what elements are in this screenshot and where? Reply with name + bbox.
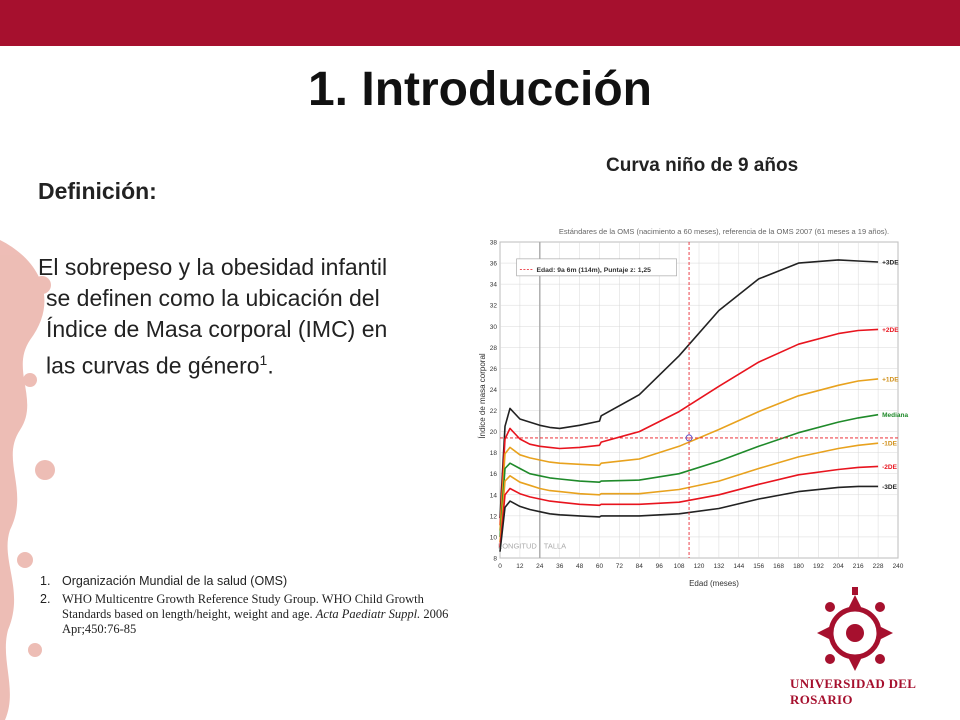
y-axis-label: Índice de masa corporal xyxy=(478,353,487,439)
marker-point xyxy=(685,434,693,442)
x-tick-label: 228 xyxy=(873,563,884,570)
x-tick-label: 108 xyxy=(674,563,685,570)
logo-text: UNIVERSIDAD DEL ROSARIO xyxy=(790,676,916,707)
x-axis-label: Edad (meses) xyxy=(689,579,739,588)
y-tick-label: 30 xyxy=(490,324,498,331)
x-tick-label: 180 xyxy=(793,563,804,570)
body-line-2: se definen como la ubicación del xyxy=(46,285,380,311)
series-label: +2DE xyxy=(882,327,899,334)
x-tick-label: 48 xyxy=(576,563,584,570)
reference-text: Organización Mundial de la salud (OMS) xyxy=(62,574,288,588)
y-tick-label: 12 xyxy=(490,513,498,520)
university-seal-logo xyxy=(817,587,893,671)
reference-text: WHO Multicentre Growth Reference Study G… xyxy=(62,592,424,621)
x-tick-label: 144 xyxy=(733,563,744,570)
definition-text: El sobrepeso y la obesidad infantil se d… xyxy=(38,252,462,382)
y-tick-label: 26 xyxy=(490,366,498,373)
reference-1: 1. Organización Mundial de la salud (OMS… xyxy=(40,574,450,588)
series-label: +3DE xyxy=(882,260,899,267)
series-line-3DE xyxy=(499,485,879,552)
x-tick-label: 216 xyxy=(853,563,864,570)
reference-2: 2. WHO Multicentre Growth Reference Stud… xyxy=(40,592,450,637)
series-line-1DE xyxy=(499,378,879,531)
series-line-3DE xyxy=(499,259,879,519)
series-line-1DE xyxy=(499,442,879,543)
y-tick-label: 36 xyxy=(490,261,498,268)
y-tick-label: 38 xyxy=(490,240,498,247)
series-line-Mediana xyxy=(499,413,879,537)
chart-title: Estándares de la OMS (nacimiento a 60 me… xyxy=(559,227,889,236)
bmi-chart-svg: Estándares de la OMS (nacimiento a 60 me… xyxy=(478,227,908,588)
x-tick-label: 72 xyxy=(616,563,624,570)
series-line-2DE xyxy=(499,328,879,526)
y-tick-label: 10 xyxy=(490,534,498,541)
x-tick-label: 192 xyxy=(813,563,824,570)
y-tick-label: 32 xyxy=(490,303,498,310)
series-label: -3DE xyxy=(882,484,897,491)
references: 1. Organización Mundial de la salud (OMS… xyxy=(40,574,450,641)
x-tick-label: 240 xyxy=(893,563,904,570)
x-tick-label: 0 xyxy=(498,563,502,570)
reference-tail: 2006 Apr;450:76-85 xyxy=(62,607,449,636)
chart-caption: Curva niño de 9 años xyxy=(606,155,799,176)
annotation-box xyxy=(516,258,677,277)
definition-label: Definición: xyxy=(38,178,157,204)
region-label-longitud: LONGITUD xyxy=(498,542,537,551)
y-tick-label: 20 xyxy=(490,429,498,436)
header-bar xyxy=(0,0,960,46)
annotation-text: Edad: 9a 6m (114m), Puntaje z: 1,25 xyxy=(536,267,651,274)
x-tick-label: 204 xyxy=(833,563,844,570)
y-tick-label: 22 xyxy=(490,408,498,415)
x-tick-label: 24 xyxy=(536,563,544,570)
body-line-1: El sobrepeso y la obesidad infantil xyxy=(38,254,388,280)
reference-number: 1. xyxy=(40,574,51,588)
y-tick-label: 34 xyxy=(490,282,498,289)
y-tick-label: 24 xyxy=(490,387,498,394)
body-line-4: las curvas de género xyxy=(46,352,260,379)
series-label: Mediana xyxy=(882,412,908,419)
x-tick-label: 96 xyxy=(656,563,664,570)
x-tick-label: 36 xyxy=(556,563,564,570)
y-tick-label: 28 xyxy=(490,345,498,352)
series-line-2DE xyxy=(499,465,879,548)
region-label-talla: TALLA xyxy=(544,542,566,551)
y-tick-label: 14 xyxy=(490,492,498,499)
x-tick-label: 132 xyxy=(713,563,724,570)
x-tick-label: 12 xyxy=(516,563,524,570)
series-label: -2DE xyxy=(882,464,897,471)
bmi-chart: Estándares de la OMS (nacimiento a 60 me… xyxy=(476,218,941,590)
series-label: -1DE xyxy=(882,441,897,448)
x-tick-label: 120 xyxy=(694,563,705,570)
y-tick-label: 16 xyxy=(490,471,498,478)
series-label: +1DE xyxy=(882,376,899,383)
x-tick-label: 156 xyxy=(753,563,764,570)
x-tick-label: 168 xyxy=(773,563,784,570)
body-line-3: Índice de Masa corporal (IMC) en xyxy=(46,316,388,342)
y-tick-label: 18 xyxy=(490,450,498,457)
reference-number: 2. xyxy=(40,592,51,606)
body-end: . xyxy=(267,352,274,379)
y-tick-label: 8 xyxy=(493,556,497,563)
x-tick-label: 60 xyxy=(596,563,604,570)
x-tick-label: 84 xyxy=(636,563,644,570)
reference-journal: Acta Paediatr Suppl. xyxy=(315,607,421,621)
page-title: 1. Introducción xyxy=(307,63,652,116)
footnote-mark: 1 xyxy=(259,352,268,368)
decorative-ornament xyxy=(0,240,55,720)
